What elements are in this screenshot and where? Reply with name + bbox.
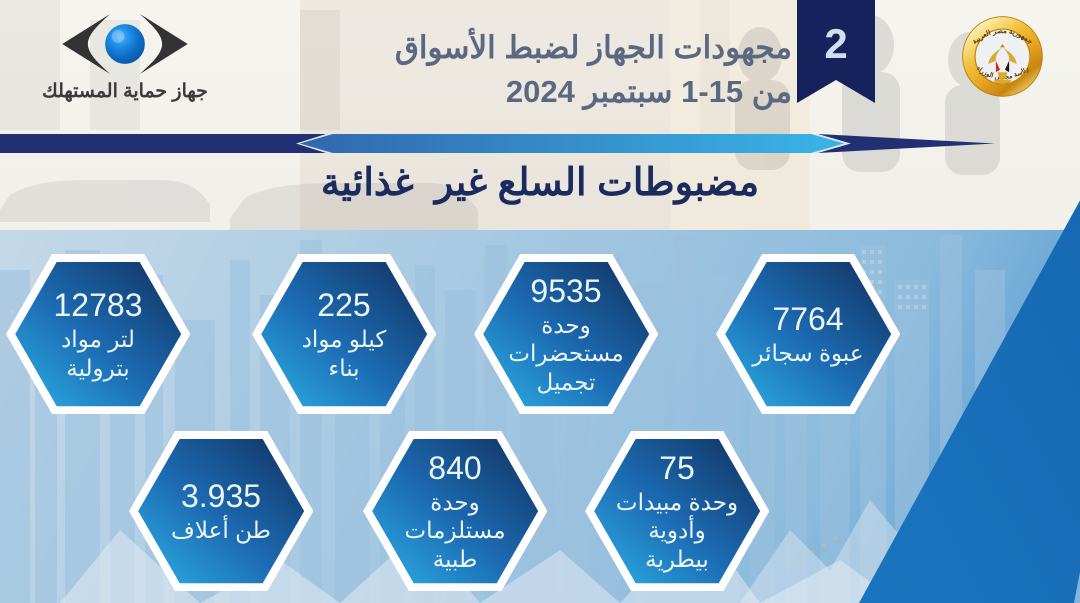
svg-text:2: 2: [824, 20, 847, 67]
